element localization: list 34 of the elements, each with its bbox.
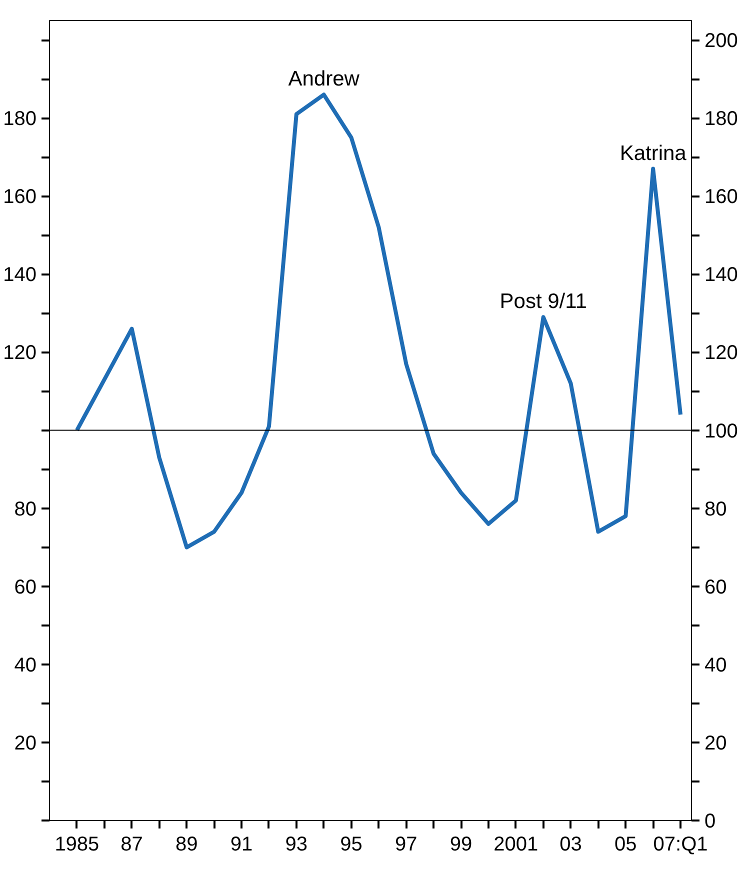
y2-tick-label: 100 <box>704 420 738 442</box>
x-tick-label: 95 <box>340 834 362 856</box>
y-tick-label: 140 <box>3 264 37 286</box>
y-tick-label: 80 <box>14 498 37 520</box>
y2-tick-label: 120 <box>704 342 738 364</box>
y2-tick-label: 200 <box>704 30 738 52</box>
y2-tick-label: 60 <box>704 576 727 598</box>
y2-tick-label: 0 <box>704 810 716 832</box>
x-tick-label: 87 <box>120 834 143 856</box>
y-tick-label: 180 <box>3 108 37 130</box>
y-tick-label: 40 <box>14 654 37 676</box>
y2-tick-label: 160 <box>704 186 738 208</box>
x-tick-label: 97 <box>395 834 418 856</box>
y-tick-label: 120 <box>3 342 37 364</box>
x-tick-label: 91 <box>230 834 253 856</box>
y2-tick-label: 40 <box>704 654 727 676</box>
x-tick-label: 2001 <box>494 834 538 856</box>
annotation: Post 9/11 <box>500 290 587 314</box>
x-tick-label: 93 <box>285 834 308 856</box>
y-tick-label: 60 <box>14 576 37 598</box>
y-tick-label: 20 <box>14 732 37 754</box>
y2-tick-label: 20 <box>704 732 727 754</box>
x-tick-label: 03 <box>560 834 582 856</box>
annotation: Andrew <box>288 68 360 91</box>
x-tick-label: 05 <box>614 834 637 856</box>
x-tick-label: 07:Q1 <box>653 834 708 856</box>
y-tick-label: 160 <box>3 186 37 208</box>
x-tick-label: 89 <box>176 834 198 856</box>
y2-tick-label: 180 <box>704 108 738 130</box>
y2-tick-label: 140 <box>704 264 738 286</box>
x-tick-label: 99 <box>450 834 472 856</box>
annotation: Katrina <box>620 142 687 165</box>
y2-tick-label: 80 <box>704 498 727 520</box>
x-tick-label: 1985 <box>54 834 100 856</box>
